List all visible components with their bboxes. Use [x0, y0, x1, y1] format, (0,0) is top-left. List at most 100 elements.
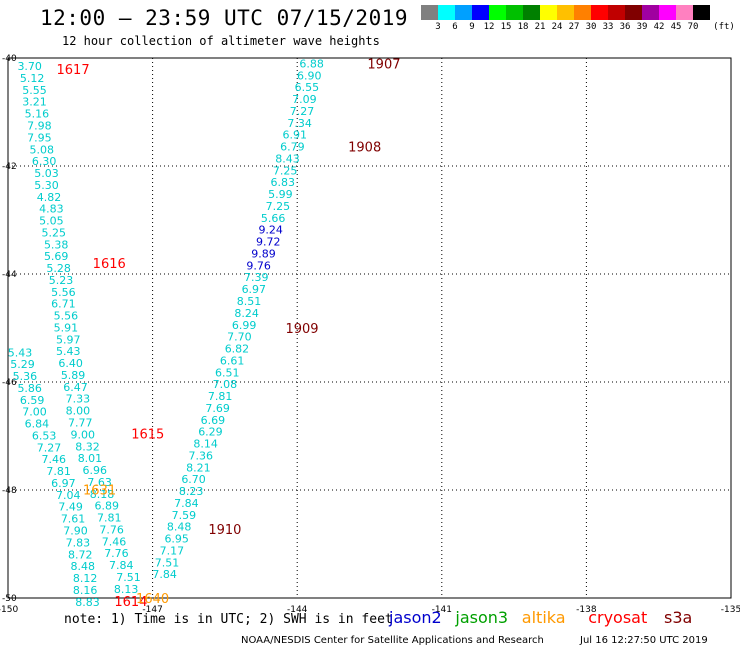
wave-height-label: 7.95 [27, 131, 52, 144]
wave-height-label: 7.63 [87, 476, 112, 489]
color-scale-label: 12 [483, 22, 495, 32]
color-scale-label: 15 [500, 22, 512, 32]
wave-height-label: 6.55 [295, 81, 320, 94]
wave-height-label: 7.04 [56, 489, 81, 502]
wave-height-label: 8.14 [193, 438, 218, 451]
color-swatch [642, 5, 659, 20]
legend-entry-s3a: s3a [664, 608, 693, 627]
color-scale-label: 39 [636, 22, 648, 32]
wave-height-label: 6.97 [242, 283, 267, 296]
color-scale-label: 27 [568, 22, 580, 32]
wave-height-label: 7.08 [213, 378, 238, 391]
wave-height-label: 5.38 [44, 238, 69, 251]
wave-height-label: 8.21 [186, 461, 211, 474]
wave-height-label: 6.89 [95, 500, 120, 513]
wave-height-label: 7.76 [99, 523, 124, 536]
legend-entry-jason3: jason3 [455, 608, 509, 627]
wave-height-label: 5.89 [61, 369, 86, 382]
wave-height-label: 7.70 [227, 331, 252, 344]
wave-height-label: 5.05 [39, 215, 64, 228]
wave-height-label: 8.48 [167, 521, 192, 534]
wave-height-label: 6.47 [63, 381, 88, 394]
wave-height-label: 9.76 [246, 259, 271, 272]
wave-height-label: 5.56 [54, 310, 79, 323]
latitude-label: -40 [2, 54, 17, 64]
wave-height-label: 3.70 [17, 60, 42, 73]
wave-height-label: 8.01 [78, 452, 103, 465]
wave-height-label: 6.61 [220, 354, 245, 367]
wave-height-label: 5.66 [261, 212, 286, 225]
wave-height-label: 5.43 [56, 345, 81, 358]
pass-time-label: 1910 [208, 523, 241, 538]
wave-height-label: 7.77 [68, 417, 93, 430]
color-scale-bar [421, 5, 710, 20]
color-swatch [693, 5, 710, 20]
wave-height-label: 5.99 [268, 188, 293, 201]
color-scale-label: 42 [653, 22, 665, 32]
wave-height-label: 7.90 [63, 525, 88, 538]
wave-height-label: 9.72 [256, 236, 281, 249]
color-scale-label: 36 [619, 22, 631, 32]
wave-height-label: 7.27 [37, 441, 62, 454]
wave-height-label: 6.71 [51, 298, 76, 311]
wave-height-label: 5.55 [22, 84, 47, 97]
legend-entry-cryosat: cryosat [588, 608, 648, 627]
wave-height-label: 8.16 [73, 584, 98, 597]
pass-time-label: 1640 [136, 592, 169, 607]
wave-height-label: 6.99 [232, 319, 257, 332]
wave-height-label: 8.23 [179, 485, 204, 498]
wave-height-label: 7.61 [61, 513, 86, 526]
wave-height-label: 6.59 [20, 394, 45, 407]
wave-height-label: 8.00 [66, 405, 91, 418]
wave-height-label: 7.69 [205, 402, 230, 415]
latitude-label: -44 [2, 270, 17, 280]
generated-timestamp: Jul 16 12:27:50 UTC 2019 [580, 635, 708, 646]
wave-height-label: 8.24 [234, 307, 259, 320]
wave-height-label: 7.17 [160, 544, 185, 557]
pass-time-label: 1907 [367, 57, 400, 72]
latitude-label: -50 [2, 594, 17, 604]
wave-height-label: 9.89 [251, 247, 276, 260]
wave-height-label: 8.83 [75, 596, 100, 609]
wave-height-label: 6.96 [83, 464, 108, 477]
wave-height-label: 6.29 [198, 426, 223, 439]
wave-height-label: 5.08 [29, 143, 54, 156]
color-scale-label: 21 [534, 22, 546, 32]
color-scale-label: 3 [435, 22, 441, 32]
latitude-label: -48 [2, 486, 17, 496]
wave-height-label: 6.88 [299, 57, 324, 70]
wave-height-label: 6.53 [32, 429, 57, 442]
wave-height-label: 6.51 [215, 366, 240, 379]
wave-height-label: 6.82 [225, 343, 250, 356]
wave-height-label: 5.97 [56, 333, 81, 346]
pass-time-label: 1616 [93, 257, 126, 272]
credit-line: NOAA/NESDIS Center for Satellite Applica… [241, 635, 544, 646]
wave-height-label: 9.24 [258, 224, 283, 237]
pass-time-label: 1909 [285, 322, 318, 337]
color-scale-label: 24 [551, 22, 563, 32]
longitude-label: -135 [721, 605, 740, 615]
color-scale-label: 33 [602, 22, 614, 32]
wave-height-label: 7.46 [102, 535, 127, 548]
color-swatch [438, 5, 455, 20]
wave-height-label: 5.12 [20, 72, 45, 85]
wave-height-label: 7.84 [109, 559, 134, 572]
wave-height-label: 6.40 [58, 357, 83, 370]
wave-height-label: 8.72 [68, 548, 93, 561]
wave-height-label: 7.33 [66, 393, 91, 406]
color-scale-label: 18 [517, 22, 529, 32]
color-swatch [506, 5, 523, 20]
footnote: note: 1) Time is in UTC; 2) SWH is in fe… [64, 612, 393, 627]
wave-height-label: 8.48 [70, 560, 95, 573]
wave-height-label: 7.84 [174, 497, 199, 510]
color-swatch [608, 5, 625, 20]
longitude-label: -144 [287, 605, 308, 615]
wave-height-label: 7.84 [152, 568, 177, 581]
page-title: 12:00 – 23:59 UTC 07/15/2019 [40, 6, 409, 30]
wave-height-label: 6.30 [32, 155, 57, 168]
latitude-label: -46 [2, 378, 17, 388]
wave-height-label: 7.25 [266, 200, 291, 213]
wave-height-label: 5.25 [42, 226, 67, 239]
wave-height-label: 7.34 [287, 117, 312, 130]
